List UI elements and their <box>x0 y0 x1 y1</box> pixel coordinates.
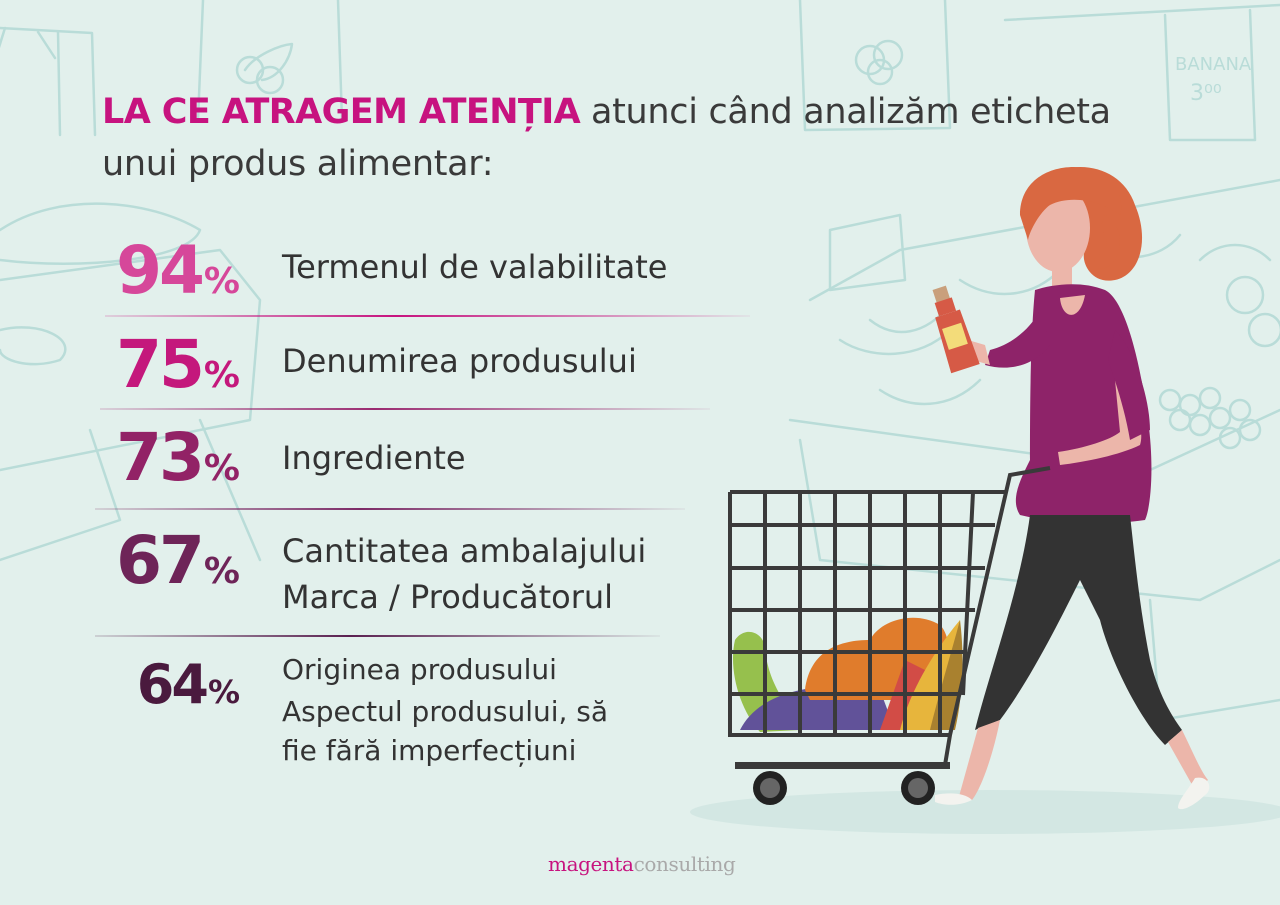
stat-labels: Termenul de valabilitate <box>282 244 667 290</box>
brand-name-part-1: magenta <box>548 852 634 876</box>
divider <box>95 508 685 510</box>
stat-percent: 94% <box>116 232 240 309</box>
stat-percent: 73% <box>116 419 240 496</box>
title-rest: atunci când analizăm eticheta <box>580 92 1111 132</box>
stat-label: Ingrediente <box>282 439 466 477</box>
banana-sign-text: BANANA <box>1175 54 1252 75</box>
stat-percent: 67% <box>116 522 240 599</box>
stat-label: Cantitatea ambalajului <box>282 532 647 570</box>
stat-percent: 75% <box>116 326 240 403</box>
svg-text:3⁰⁰: 3⁰⁰ <box>1190 81 1222 106</box>
divider <box>105 315 750 317</box>
stat-label: Originea produsului <box>282 653 557 686</box>
stat-labels: Ingrediente <box>282 435 466 481</box>
shopper-with-cart-illustration <box>728 167 1210 810</box>
brand-logo: magentaconsulting <box>548 852 736 876</box>
stat-label: Denumirea produsului <box>282 342 637 380</box>
stat-labels: Originea produsului Aspectul produsului,… <box>282 650 608 770</box>
divider <box>95 635 660 637</box>
stat-labels: Cantitatea ambalajului Marca / Producăto… <box>282 528 646 620</box>
stat-label: Marca / Producătorul <box>282 578 614 616</box>
divider <box>100 408 710 410</box>
stat-labels: Denumirea produsului <box>282 338 637 384</box>
page-title: LA CE ATRAGEM ATENȚIA atunci când analiz… <box>102 86 1222 190</box>
stat-label: fie fără imperfecțiuni <box>282 734 577 767</box>
stat-percent: 64% <box>136 653 240 716</box>
brand-name-part-2: consulting <box>633 852 736 876</box>
title-highlight: LA CE ATRAGEM ATENȚIA <box>102 92 581 132</box>
stat-label: Aspectul produsului, să <box>282 695 609 728</box>
title-line-2: unui produs alimentar: <box>102 144 494 184</box>
stat-label: Termenul de valabilitate <box>282 248 668 286</box>
